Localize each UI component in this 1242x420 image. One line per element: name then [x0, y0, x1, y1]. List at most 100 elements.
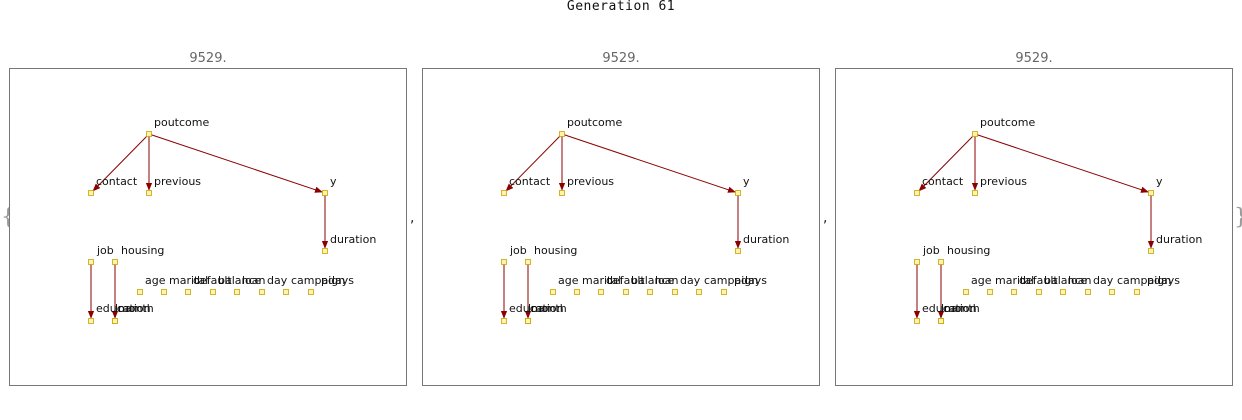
- node-label-poutcome: poutcome: [154, 116, 209, 129]
- node-label-pdays: pdays: [734, 274, 767, 287]
- node-education: [914, 318, 920, 324]
- graph-canvas-1: poutcome contact previous y duration job housi…: [87, 116, 376, 324]
- node-y: [735, 190, 741, 196]
- node-label-balance: balance: [1044, 274, 1088, 287]
- node-label-default: default: [1019, 274, 1058, 287]
- node-label-previous: previous: [980, 175, 1027, 188]
- node-y: [322, 190, 328, 196]
- node-housing: [938, 259, 944, 265]
- node-label-poutcome: poutcome: [567, 116, 622, 129]
- graph-canvas-3: poutcome contact previous y duration job housi…: [913, 116, 1202, 324]
- node-label-contact: contact: [96, 175, 138, 188]
- node-loan2: [234, 289, 240, 295]
- graph-canvas-2: poutcome contact previous y duration job housi…: [500, 116, 789, 324]
- node-contact: [914, 190, 920, 196]
- node-default: [598, 289, 604, 295]
- node-default: [185, 289, 191, 295]
- node-label-y: y: [743, 175, 750, 188]
- node-label-loan: loan: [528, 302, 552, 315]
- node-loan2: [647, 289, 653, 295]
- page-title: Generation 61: [566, 0, 676, 14]
- node-duration: [1148, 248, 1154, 254]
- node-previous: [146, 190, 152, 196]
- node-label-day: day: [680, 274, 701, 287]
- node-pdays: [308, 289, 314, 295]
- node-campaign: [696, 289, 702, 295]
- node-previous: [972, 190, 978, 196]
- node-duration: [735, 248, 741, 254]
- node-label-education: education: [96, 302, 151, 315]
- graph-panel-1: poutcome contact previous y duration job housi…: [9, 68, 407, 386]
- node-label-loan2: loan: [242, 274, 266, 287]
- node-marital: [574, 289, 580, 295]
- node-pdays: [1134, 289, 1140, 295]
- node-label-default: default: [193, 274, 232, 287]
- node-label-pdays: pdays: [1147, 274, 1180, 287]
- node-label-contact: contact: [922, 175, 964, 188]
- node-label-day: day: [267, 274, 288, 287]
- node-label-housing: housing: [534, 244, 577, 257]
- node-label-loan2: loan: [655, 274, 679, 287]
- node-label-y: y: [1156, 175, 1163, 188]
- node-contact: [88, 190, 94, 196]
- node-balance: [210, 289, 216, 295]
- node-label-loan: loan: [941, 302, 965, 315]
- edge-poutcome-y: [561, 133, 736, 193]
- node-label-job: job: [96, 244, 114, 257]
- node-label-job: job: [509, 244, 527, 257]
- node-default: [1011, 289, 1017, 295]
- node-label-default: default: [606, 274, 645, 287]
- node-day: [259, 289, 265, 295]
- edge-poutcome-y: [148, 133, 323, 193]
- node-poutcome: [972, 131, 978, 137]
- node-age: [550, 289, 556, 295]
- node-campaign: [1109, 289, 1115, 295]
- node-poutcome: [146, 131, 152, 137]
- node-label-age: age: [145, 274, 166, 287]
- panel-score-1: 9529.: [189, 51, 227, 66]
- node-label-campaign: campaign: [704, 274, 758, 287]
- node-job: [88, 259, 94, 265]
- node-duration: [322, 248, 328, 254]
- node-label-age: age: [558, 274, 579, 287]
- node-label-education: education: [922, 302, 977, 315]
- node-job: [501, 259, 507, 265]
- node-label-campaign: campaign: [291, 274, 345, 287]
- node-loan: [938, 318, 944, 324]
- node-label-housing: housing: [947, 244, 990, 257]
- node-label-y: y: [330, 175, 337, 188]
- node-label-balance: balance: [631, 274, 675, 287]
- node-campaign: [283, 289, 289, 295]
- node-age: [963, 289, 969, 295]
- separator-2: ,: [823, 210, 828, 226]
- node-label-campaign: campaign: [1117, 274, 1171, 287]
- node-label-job: job: [922, 244, 940, 257]
- node-contact: [501, 190, 507, 196]
- node-label-month: month: [118, 302, 154, 315]
- node-marital: [161, 289, 167, 295]
- node-label-marital: marital: [169, 274, 208, 287]
- close-brace: }: [1234, 206, 1242, 230]
- panel-score-3: 9529.: [1015, 51, 1053, 66]
- node-day: [1085, 289, 1091, 295]
- edge-poutcome-y: [974, 133, 1149, 193]
- node-label-previous: previous: [154, 175, 201, 188]
- node-age: [137, 289, 143, 295]
- node-education: [88, 318, 94, 324]
- node-label-month: month: [944, 302, 980, 315]
- node-label-duration: duration: [330, 233, 376, 246]
- node-day: [672, 289, 678, 295]
- node-label-loan2: loan: [1068, 274, 1092, 287]
- node-label-previous: previous: [567, 175, 614, 188]
- node-job: [914, 259, 920, 265]
- node-label-duration: duration: [1156, 233, 1202, 246]
- node-label-marital: marital: [995, 274, 1034, 287]
- node-y: [1148, 190, 1154, 196]
- node-label-pdays: pdays: [321, 274, 354, 287]
- node-label-poutcome: poutcome: [980, 116, 1035, 129]
- node-label-day: day: [1093, 274, 1114, 287]
- node-balance: [623, 289, 629, 295]
- node-previous: [559, 190, 565, 196]
- node-label-month: month: [531, 302, 567, 315]
- node-loan: [112, 318, 118, 324]
